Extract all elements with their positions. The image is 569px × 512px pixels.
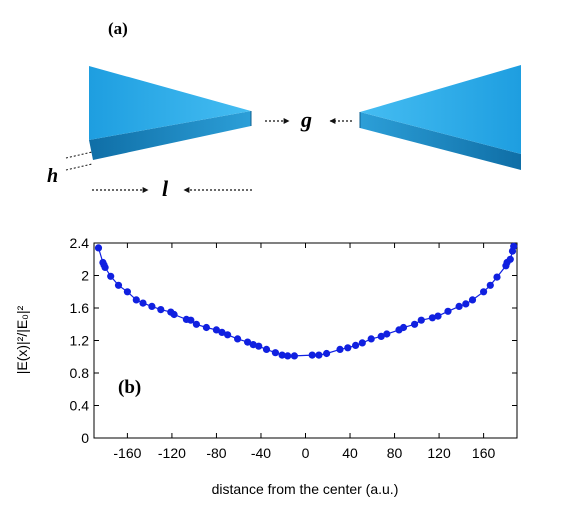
- y-axis-title: |E(x)|²/|E₀|²: [14, 305, 30, 374]
- data-point: [139, 299, 147, 307]
- x-axis-title: distance from the center (a.u.): [212, 481, 399, 497]
- data-point: [114, 281, 123, 289]
- right-tip: [359, 65, 521, 170]
- data-point: [377, 332, 385, 340]
- y-axis: 0 0.4 0.8 1.2 1.6 2 2.4: [70, 235, 517, 446]
- x-tick-label: -120: [158, 445, 186, 461]
- data-point: [234, 335, 242, 343]
- data-point: [411, 320, 419, 328]
- left-tip: [89, 66, 252, 160]
- y-tick-label: 0: [81, 430, 89, 446]
- x-tick-label: 40: [342, 445, 358, 461]
- data-point: [455, 302, 463, 310]
- y-tick-label: 0.4: [70, 398, 90, 414]
- data-point: [352, 341, 360, 349]
- data-point: [493, 273, 501, 281]
- data-point: [132, 296, 140, 304]
- data-point: [336, 345, 344, 353]
- data-point: [202, 323, 210, 332]
- data-point: [244, 338, 252, 346]
- data-point: [249, 341, 257, 349]
- data-point: [170, 310, 178, 319]
- panel-b-label: (b): [118, 377, 141, 398]
- panel-a-label: (a): [108, 19, 128, 38]
- panel-b-chart: 0 0.4 0.8 1.2 1.6 2 2.4 -160 -120 -80 -40 0 40 80 120…: [14, 235, 518, 497]
- length-label: l: [162, 176, 169, 201]
- data-point: [383, 330, 391, 338]
- data-point: [224, 331, 232, 339]
- height-label: h: [47, 165, 58, 187]
- data-point: [444, 307, 452, 315]
- x-tick-label: 80: [387, 445, 403, 461]
- data-point: [278, 351, 286, 359]
- data-point: [344, 344, 352, 352]
- data-point: [290, 352, 298, 360]
- data-point: [358, 339, 366, 347]
- x-tick-label: 0: [302, 445, 310, 461]
- data-point: [434, 312, 442, 320]
- data-point: [218, 328, 226, 336]
- data-point: [428, 314, 436, 322]
- data-point: [148, 302, 156, 310]
- data-point: [468, 296, 477, 304]
- series-line: [97, 246, 515, 357]
- data-point: [399, 323, 408, 332]
- right-tip-face: [360, 65, 521, 154]
- data-point: [187, 316, 195, 324]
- x-tick-label: 120: [427, 445, 451, 461]
- x-tick-label: -80: [206, 445, 226, 461]
- y-tick-label: 2: [81, 268, 89, 284]
- gap-label: g: [300, 107, 312, 132]
- data-point: [506, 255, 514, 263]
- data-point: [255, 342, 263, 350]
- y-tick-label: 0.8: [70, 365, 90, 381]
- data-point: [101, 263, 109, 271]
- left-tip-side: [89, 111, 251, 160]
- data-point: [123, 288, 131, 296]
- data-point: [212, 326, 220, 334]
- data-point: [94, 244, 103, 252]
- data-point: [271, 349, 279, 357]
- height-dashes-top: [65, 151, 93, 159]
- panel-a: (a) g h l: [47, 19, 521, 201]
- data-point: [107, 272, 115, 280]
- y-tick-label: 1.6: [70, 300, 90, 316]
- data-point: [367, 335, 375, 343]
- data-point: [323, 349, 331, 358]
- x-tick-label: -40: [251, 445, 271, 461]
- data-point: [192, 320, 200, 328]
- data-point: [308, 351, 316, 359]
- data-point: [284, 352, 292, 360]
- y-tick-label: 1.2: [70, 333, 90, 349]
- data-point: [262, 345, 271, 353]
- data-point: [315, 351, 323, 359]
- data-point: [157, 306, 165, 314]
- data-point: [480, 288, 488, 296]
- y-tick-label: 2.4: [70, 235, 90, 251]
- height-dashes-bottom: [65, 163, 93, 171]
- data-point: [510, 242, 518, 250]
- series-points: [94, 242, 518, 360]
- plot-frame: [93, 242, 518, 439]
- right-tip-side: [360, 112, 521, 170]
- left-tip-face: [89, 66, 251, 140]
- data-point: [486, 281, 494, 289]
- x-tick-label: -160: [113, 445, 141, 461]
- x-axis: -160 -120 -80 -40 0 40 80 120 160: [113, 243, 495, 461]
- x-tick-label: 160: [472, 445, 496, 461]
- data-point: [417, 316, 425, 324]
- data-point: [462, 300, 470, 308]
